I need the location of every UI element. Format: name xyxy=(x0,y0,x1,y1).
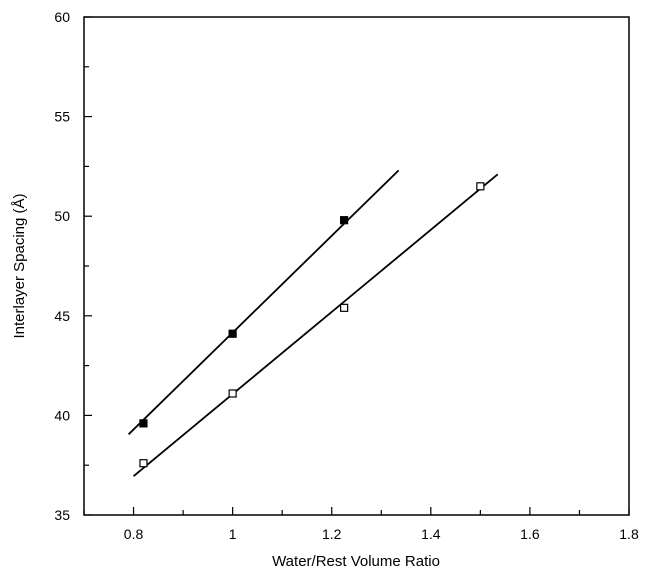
y-tick-label: 50 xyxy=(54,208,70,224)
x-tick-label: 1.4 xyxy=(421,526,441,542)
plot-frame xyxy=(83,16,630,516)
open-square-point xyxy=(476,182,485,191)
y-axis-title: Interlayer Spacing (Å) xyxy=(11,193,28,338)
filled-square-point xyxy=(340,216,349,225)
filled-square-point xyxy=(228,329,237,338)
x-axis-ticks: 0.8 1 1.2 1.4 1.6 1.8 xyxy=(83,507,639,542)
data-markers xyxy=(139,182,485,468)
x-tick-label: 1.8 xyxy=(619,526,639,542)
open-square-point xyxy=(340,303,349,312)
x-tick-label: 1 xyxy=(229,526,237,542)
fit-line-series-1 xyxy=(127,169,400,435)
filled-square-point xyxy=(139,419,148,428)
y-tick-label: 45 xyxy=(54,308,70,324)
fit-line-series-2 xyxy=(132,173,499,477)
fit-lines xyxy=(127,169,499,477)
y-tick-label: 40 xyxy=(54,407,70,423)
y-tick-label: 60 xyxy=(54,9,70,25)
x-tick-label: 1.6 xyxy=(520,526,540,542)
open-square-point xyxy=(139,459,148,468)
x-tick-label: 0.8 xyxy=(124,526,144,542)
y-tick-label: 35 xyxy=(54,507,70,523)
y-axis-ticks: 35 40 45 50 55 60 xyxy=(54,9,92,523)
open-square-point xyxy=(228,389,237,398)
y-tick-label: 55 xyxy=(54,109,70,125)
x-tick-label: 1.2 xyxy=(322,526,342,542)
x-axis-title: Water/Rest Volume Ratio xyxy=(272,553,440,570)
